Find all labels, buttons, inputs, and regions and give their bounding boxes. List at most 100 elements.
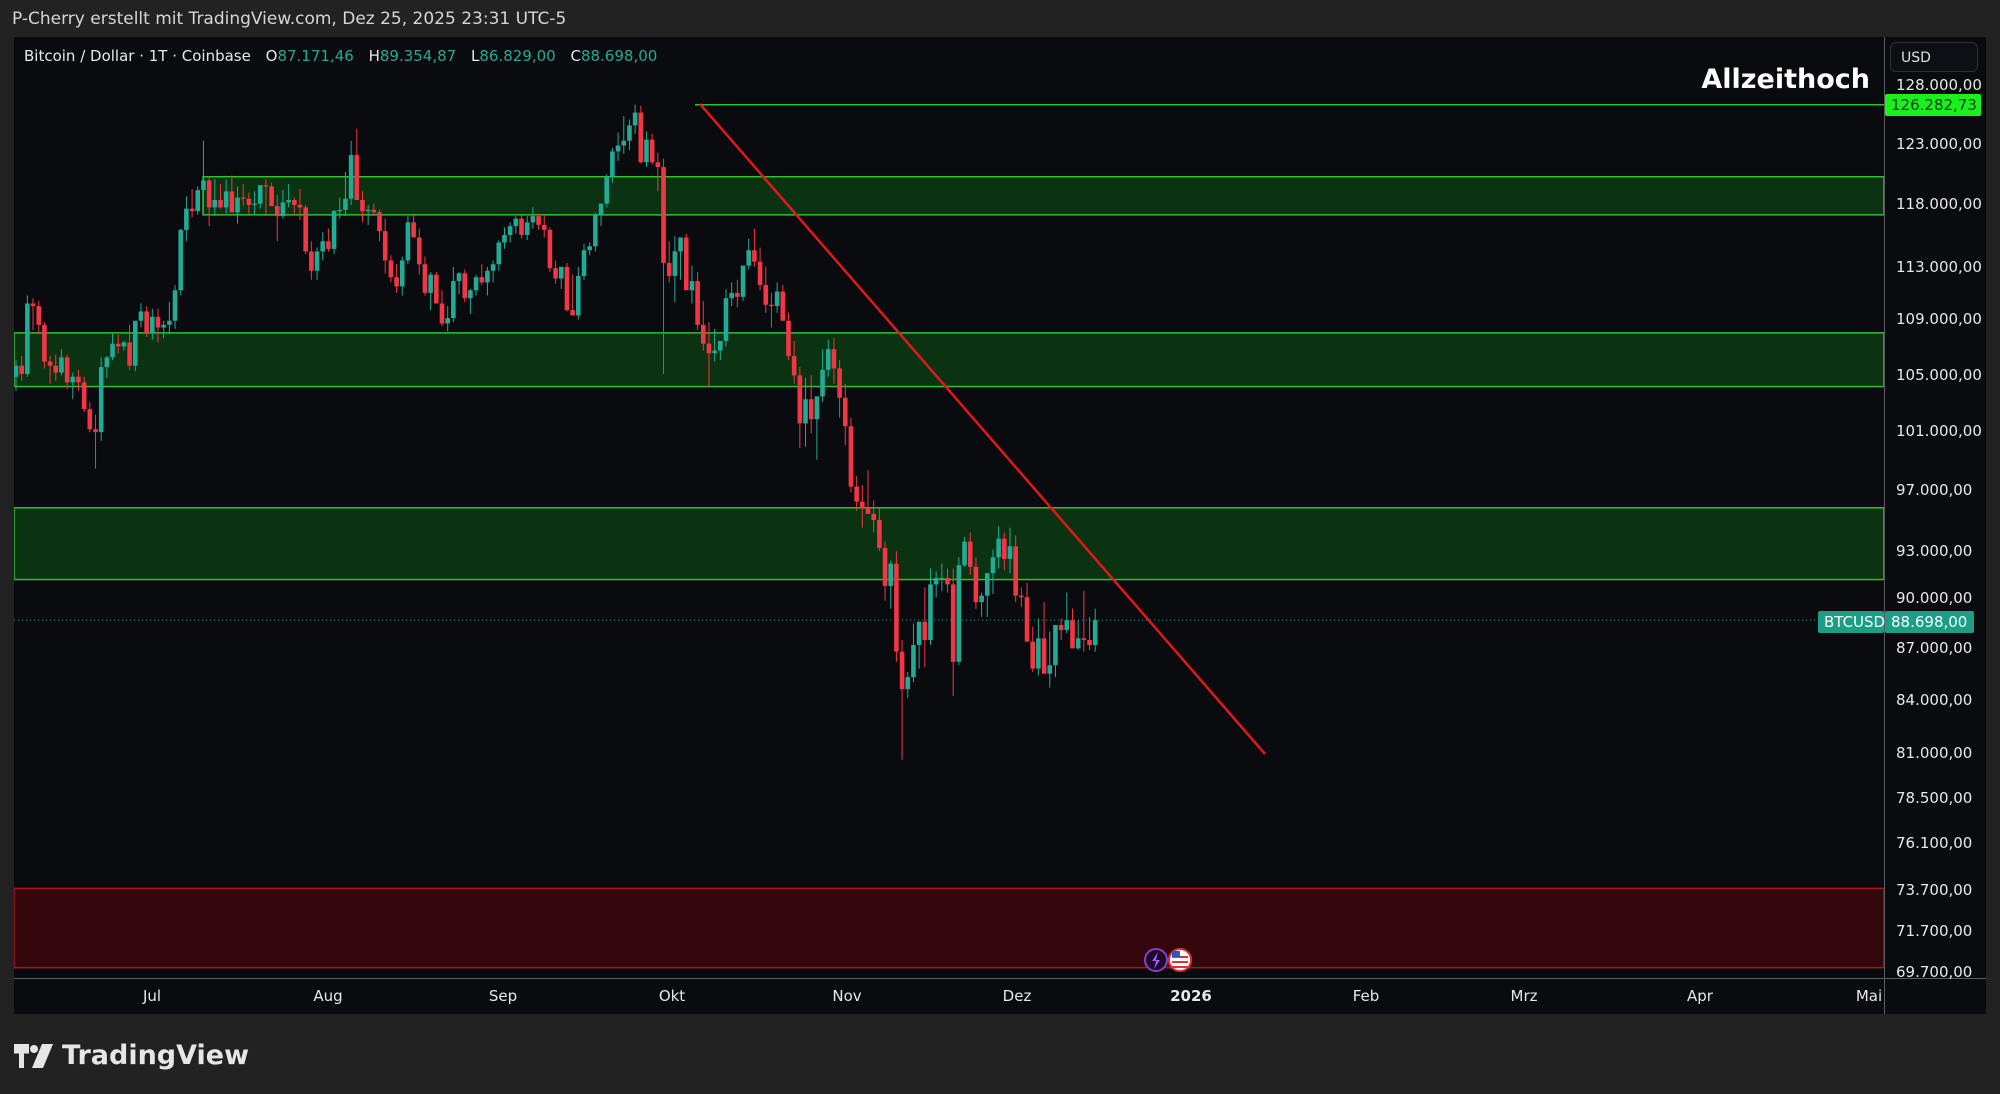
candle-down — [865, 507, 871, 514]
candle-down — [462, 273, 468, 299]
candle-down — [797, 375, 803, 424]
price-axis-label: 101.000,00 — [1896, 422, 1982, 440]
candle-up — [814, 396, 820, 420]
candle-down — [536, 216, 541, 225]
candle-up — [1007, 546, 1013, 559]
candle-up — [774, 291, 780, 307]
candle-up — [132, 320, 138, 366]
candle-up — [615, 145, 621, 152]
candle-down — [144, 311, 149, 333]
open-value: 87.171,46 — [277, 47, 354, 65]
candle-down — [638, 112, 644, 163]
flag-stripe — [1172, 961, 1188, 963]
candle-up — [820, 369, 825, 397]
candle-down — [570, 310, 575, 316]
time-axis-label: Dez — [1002, 987, 1032, 1005]
candle-down — [922, 621, 928, 640]
candle-down — [780, 291, 786, 321]
candle-up — [212, 199, 218, 208]
price-axis-label: 128.000,00 — [1896, 76, 1982, 94]
candle-up — [502, 234, 507, 243]
candle-down — [547, 229, 553, 269]
candle-up — [990, 557, 996, 574]
chart-caption: P-Cherry erstellt mit TradingView.com, D… — [12, 9, 567, 29]
price-axis-label: 118.000,00 — [1896, 195, 1982, 213]
price-axis-label: 87.000,00 — [1896, 639, 1973, 657]
candle-down — [1002, 538, 1007, 559]
candle-up — [456, 273, 462, 282]
time-axis-label: Aug — [313, 987, 343, 1005]
candle-up — [587, 246, 592, 251]
price-axis-label: 93.000,00 — [1896, 542, 1973, 560]
candle-down — [752, 250, 757, 262]
candle-up — [558, 266, 564, 279]
candle-down — [842, 397, 848, 427]
candle-down — [388, 260, 394, 278]
time-axis-label: Sep — [488, 987, 518, 1005]
price-chart[interactable] — [14, 37, 1884, 978]
candle-down — [53, 365, 59, 373]
candle-down — [831, 349, 837, 369]
candle-up — [905, 677, 911, 690]
candle-down — [354, 155, 360, 200]
candle-down — [394, 277, 399, 287]
candle-down — [127, 342, 132, 366]
candle-up — [996, 538, 1001, 558]
candle-up — [530, 216, 536, 223]
candle-up — [984, 573, 990, 596]
candle-up — [121, 342, 127, 347]
candle-up — [184, 208, 189, 230]
candle-down — [360, 199, 365, 212]
candle-up — [888, 563, 894, 586]
candle-up — [507, 226, 513, 235]
candle-up — [644, 139, 649, 163]
candle-up — [104, 357, 110, 368]
time-axis-label: Jul — [142, 987, 162, 1005]
red-demand-zone — [14, 887, 1884, 969]
price-axis-label: 97.000,00 — [1896, 481, 1973, 499]
candle-down — [434, 274, 439, 304]
candle-down — [19, 365, 24, 374]
green-support-zone — [14, 332, 1884, 388]
candle-up — [496, 242, 502, 265]
candle-down — [439, 303, 445, 324]
candle-down — [541, 224, 547, 230]
time-axis-label: Mai — [1855, 987, 1883, 1005]
green-support-zone — [14, 507, 1884, 581]
candle-down — [769, 304, 774, 307]
candle-down — [93, 429, 98, 433]
candle-down — [763, 285, 769, 305]
candle-up — [320, 241, 326, 252]
candle-up — [172, 290, 178, 321]
downtrend-line — [699, 103, 1266, 755]
candle-up — [723, 298, 729, 342]
candle-down — [967, 541, 973, 567]
candle-up — [979, 595, 984, 603]
price-axis-label: 69.700,00 — [1896, 963, 1973, 981]
candle-up — [593, 214, 598, 247]
candle-down — [229, 191, 235, 213]
candle-up — [598, 203, 604, 215]
ath-price-tag: 126.282,73 — [1885, 94, 1981, 116]
candle-down — [292, 199, 297, 205]
currency-button[interactable]: USD — [1890, 42, 1978, 72]
candle-down — [564, 266, 570, 311]
candle-up — [167, 320, 172, 325]
candle-up — [632, 112, 638, 126]
candle-up — [581, 250, 587, 276]
all-time-high-annotation[interactable]: Allzeithoch — [1701, 64, 1870, 95]
candle-up — [933, 577, 939, 585]
candle-down — [877, 520, 882, 548]
candle-up — [916, 621, 922, 646]
symbol-name[interactable]: Bitcoin / Dollar · 1T · Coinbase — [24, 47, 251, 65]
candle-up — [195, 190, 201, 212]
candle-down — [706, 343, 712, 354]
candle-down — [1041, 638, 1047, 674]
candle-down — [950, 584, 956, 662]
candle-down — [382, 231, 388, 261]
candle-up — [928, 584, 933, 640]
candle-down — [246, 198, 252, 205]
price-axis-label: 78.500,00 — [1896, 789, 1973, 807]
candle-up — [962, 541, 967, 566]
candle-down — [309, 251, 314, 271]
